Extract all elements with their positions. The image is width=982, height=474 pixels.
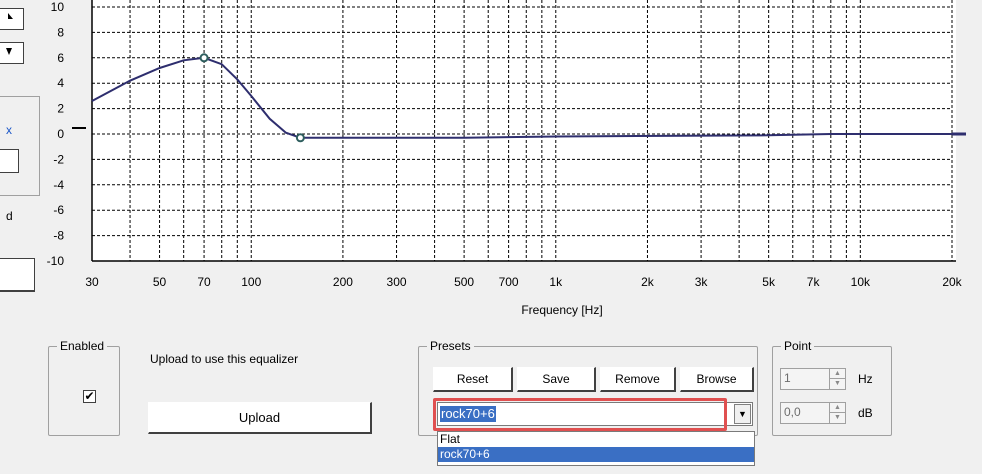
y-tick-label: 2 — [57, 102, 64, 116]
x-tick-label: 10k — [851, 275, 871, 289]
check-icon: ✔ — [84, 389, 95, 403]
eq-control-point[interactable] — [295, 133, 305, 143]
chevron-down-icon: ▼ — [738, 409, 747, 419]
x-tick-label: 50 — [153, 275, 167, 289]
y-tick-label: 6 — [57, 51, 64, 65]
save-button[interactable]: Save — [517, 367, 596, 392]
eq-control-point[interactable] — [199, 53, 209, 63]
preset-select[interactable]: rock70+6 ▼ — [437, 402, 753, 426]
spin-down-icon[interactable]: ▼ — [834, 380, 841, 387]
x-tick-label: 20k — [942, 275, 962, 289]
left-scroll-down-button[interactable] — [0, 42, 24, 64]
x-tick-label: 500 — [454, 275, 474, 289]
presets-group-title: Presets — [427, 339, 474, 353]
y-tick-label: -10 — [47, 254, 65, 268]
x-tick-label: 700 — [499, 275, 519, 289]
x-tick-label: 7k — [807, 275, 821, 289]
x-axis-label: Frequency [Hz] — [521, 303, 602, 317]
x-tick-label: 100 — [241, 275, 261, 289]
x-tick-label: 1k — [549, 275, 563, 289]
y-tick-label: 10 — [51, 0, 65, 14]
left-scroll-up-button[interactable] — [0, 8, 24, 30]
preset-option-rock[interactable]: rock70+6 — [438, 447, 754, 462]
point-db-unit: dB — [858, 406, 873, 420]
left-strip: x d — [0, 0, 40, 300]
point-db-spin-buttons[interactable]: ▲ ▼ — [829, 403, 845, 423]
arrow-up-icon — [8, 13, 13, 19]
point-db-value: 0,0 — [784, 405, 801, 419]
equalizer-chart[interactable]: 10 8 6 4 2 0 -2 -4 -6 -8 -10 30 50 70 100 200 300 500 700… — [0, 0, 982, 330]
y-tick-label: -4 — [53, 178, 64, 192]
enabled-checkbox[interactable]: ✔ — [83, 390, 96, 403]
browse-button[interactable]: Browse — [680, 367, 754, 392]
point-hz-spinbox[interactable]: 1 ▲ ▼ — [780, 368, 846, 390]
spin-up-icon[interactable]: ▲ — [830, 403, 845, 413]
y-tick-label: -2 — [53, 152, 64, 166]
y-tick-label: 0 — [57, 127, 64, 141]
left-fragment-x: x — [6, 123, 12, 137]
spin-down-icon[interactable]: ▼ — [834, 414, 841, 421]
y-tick-label: -8 — [53, 229, 64, 243]
left-fragment-box[interactable] — [0, 258, 35, 292]
upload-hint-text: Upload to use this equalizer — [150, 352, 299, 366]
enabled-group: Enabled ✔ — [48, 339, 120, 436]
point-hz-spin-buttons[interactable]: ▲ ▼ — [829, 369, 845, 389]
y-tick-label: 8 — [57, 25, 64, 39]
y-tick-label: 4 — [57, 76, 64, 90]
preset-select-value: rock70+6 — [440, 406, 496, 422]
x-tick-label: 30 — [85, 275, 99, 289]
point-db-spinbox[interactable]: 0,0 ▲ ▼ — [780, 402, 846, 424]
spin-up-icon[interactable]: ▲ — [830, 369, 845, 379]
point-hz-unit: Hz — [858, 372, 873, 386]
y-tick-label: -6 — [53, 203, 64, 217]
remove-button[interactable]: Remove — [600, 367, 676, 392]
dropdown-arrow-button[interactable]: ▼ — [734, 404, 751, 424]
left-fragment-button[interactable] — [0, 149, 19, 173]
point-group: Point — [772, 339, 892, 436]
x-tick-label: 5k — [762, 275, 776, 289]
point-hz-value: 1 — [784, 371, 791, 385]
eq-curve-line — [91, 56, 952, 139]
x-tick-label: 70 — [197, 275, 211, 289]
point-group-title: Point — [781, 339, 815, 353]
x-tick-label: 300 — [387, 275, 407, 289]
upload-button[interactable]: Upload — [148, 402, 372, 434]
x-tick-label: 200 — [333, 275, 353, 289]
preset-dropdown-list: Flat rock70+6 — [437, 431, 755, 466]
left-fragment-d: d — [6, 209, 13, 223]
preset-option-flat[interactable]: Flat — [440, 432, 461, 446]
left-side-panel: x d — [0, 96, 40, 223]
selection-highlight — [433, 398, 727, 431]
reset-button[interactable]: Reset — [433, 367, 513, 392]
enabled-group-title: Enabled — [57, 339, 108, 353]
x-tick-label: 3k — [695, 275, 709, 289]
x-tick-label: 2k — [641, 275, 655, 289]
chart-plot-area — [92, 0, 956, 261]
arrow-down-icon — [6, 48, 12, 55]
